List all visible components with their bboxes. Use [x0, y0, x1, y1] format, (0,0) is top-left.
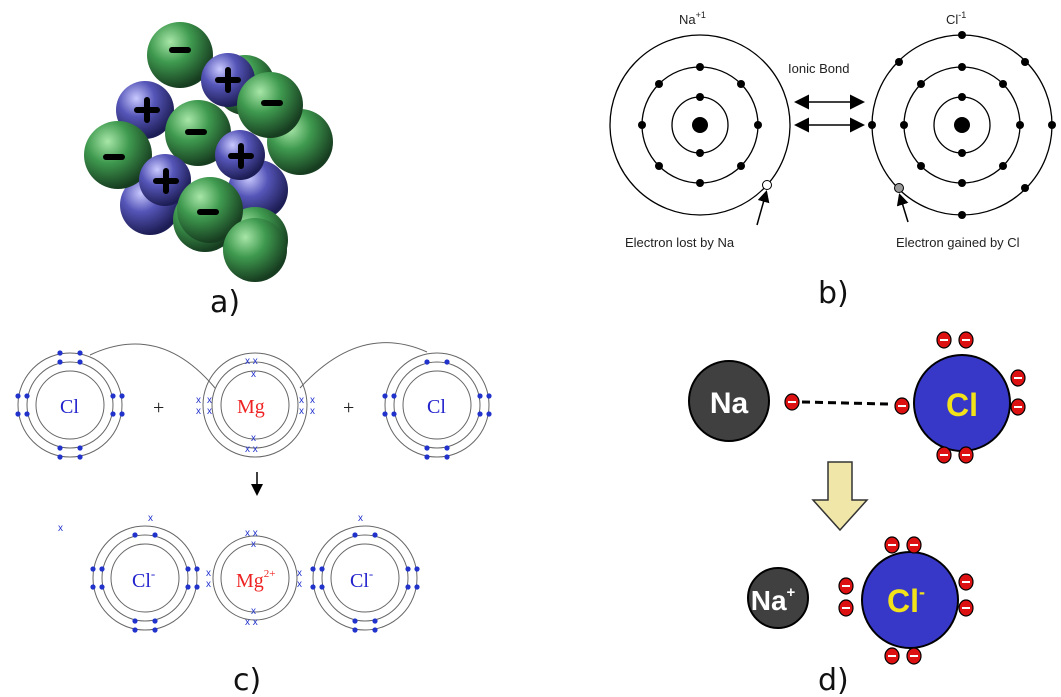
panel-c-mgcl2: x xx x xx xx xx xx xx x xx x xx xx xx xx…: [15, 342, 492, 697]
lost-electron: [762, 180, 772, 190]
cl-ion-label: Cl-1: [946, 10, 966, 27]
na-atom-top: [688, 360, 770, 442]
svg-text:x x: x x: [245, 617, 258, 628]
svg-text:x: x: [206, 579, 211, 590]
cl-right-symbol: Cl: [427, 396, 446, 418]
svg-text:x: x: [148, 513, 153, 524]
plus-sign: [228, 143, 254, 169]
ionic-bond-label: Ionic Bond: [788, 61, 849, 76]
anion-sphere: [223, 218, 287, 282]
svg-text:x: x: [196, 395, 201, 406]
cl-top-symbol: Cl: [946, 387, 978, 423]
svg-text:x: x: [251, 433, 256, 444]
cl-ion-right-symbol: Cl-: [350, 566, 373, 592]
caption-c: c): [233, 663, 261, 697]
plus-sign-1: +: [153, 397, 164, 419]
svg-text:x: x: [206, 568, 211, 579]
svg-text:x: x: [251, 606, 256, 617]
svg-text:x: x: [251, 539, 256, 550]
svg-text:x: x: [251, 369, 256, 380]
svg-text:x: x: [297, 568, 302, 579]
svg-text:x: x: [310, 406, 315, 417]
na-ion-bottom: [747, 567, 809, 629]
caption-d: d): [818, 663, 849, 697]
svg-text:x x: x x: [245, 528, 258, 539]
gained-pointer: [896, 193, 909, 223]
lost-pointer: [756, 190, 770, 226]
cl-ion-left-symbol: Cl-: [132, 566, 155, 592]
svg-text:x: x: [299, 395, 304, 406]
svg-text:x: x: [310, 395, 315, 406]
mg-electron-crosses: x xx x xx xx xx xx xx x xx x xx xx xx xx…: [58, 356, 363, 628]
down-arrow: [811, 461, 869, 532]
caption-b: b): [818, 276, 849, 311]
anion-sphere: [147, 22, 213, 88]
svg-text:x: x: [299, 406, 304, 417]
svg-text:x x: x x: [245, 444, 258, 455]
svg-text:x x: x x: [245, 356, 258, 367]
plus-sign: [134, 97, 160, 123]
na-bottom-symbol: Na+: [751, 584, 796, 616]
transfer-dashes: [801, 400, 889, 406]
cl-electrons: [868, 31, 1056, 219]
mg-symbol: Mg: [237, 396, 265, 418]
electron-gained-label: Electron gained by Cl: [896, 235, 1020, 250]
transfer-arc: [89, 343, 216, 389]
svg-text:x: x: [196, 406, 201, 417]
cl-nucleus: [954, 117, 970, 133]
panel-a-lattice: a): [84, 22, 333, 320]
svg-text:x: x: [207, 406, 212, 417]
cl-left-symbol: Cl: [60, 396, 79, 418]
caption-a: a): [210, 285, 240, 320]
panel-d-cartoon: Na Cl Na+ Cl- d): [688, 331, 1026, 697]
svg-text:x: x: [358, 513, 363, 524]
na-nucleus: [692, 117, 708, 133]
svg-text:x: x: [297, 579, 302, 590]
plus-sign: [153, 168, 179, 194]
gained-electron: [894, 183, 904, 193]
electron-lost-label: Electron lost by Na: [625, 235, 735, 250]
na-electrons: [638, 63, 762, 187]
transfer-arc: [299, 342, 428, 389]
plus-sign-2: +: [343, 397, 354, 419]
na-top-symbol: Na: [710, 387, 749, 420]
na-ion-label: Na+1: [679, 10, 706, 27]
panel-b-bohr: Na+1 Cl-1 Ionic Bond Electron lost by Na…: [609, 10, 1056, 311]
svg-text:x: x: [207, 395, 212, 406]
cl-electron-dots: [15, 350, 492, 633]
plus-sign: [215, 67, 241, 93]
svg-text:x: x: [58, 523, 63, 534]
cl-bottom-symbol: Cl-: [887, 582, 925, 619]
mg-ion-symbol: Mg2+: [236, 568, 276, 592]
